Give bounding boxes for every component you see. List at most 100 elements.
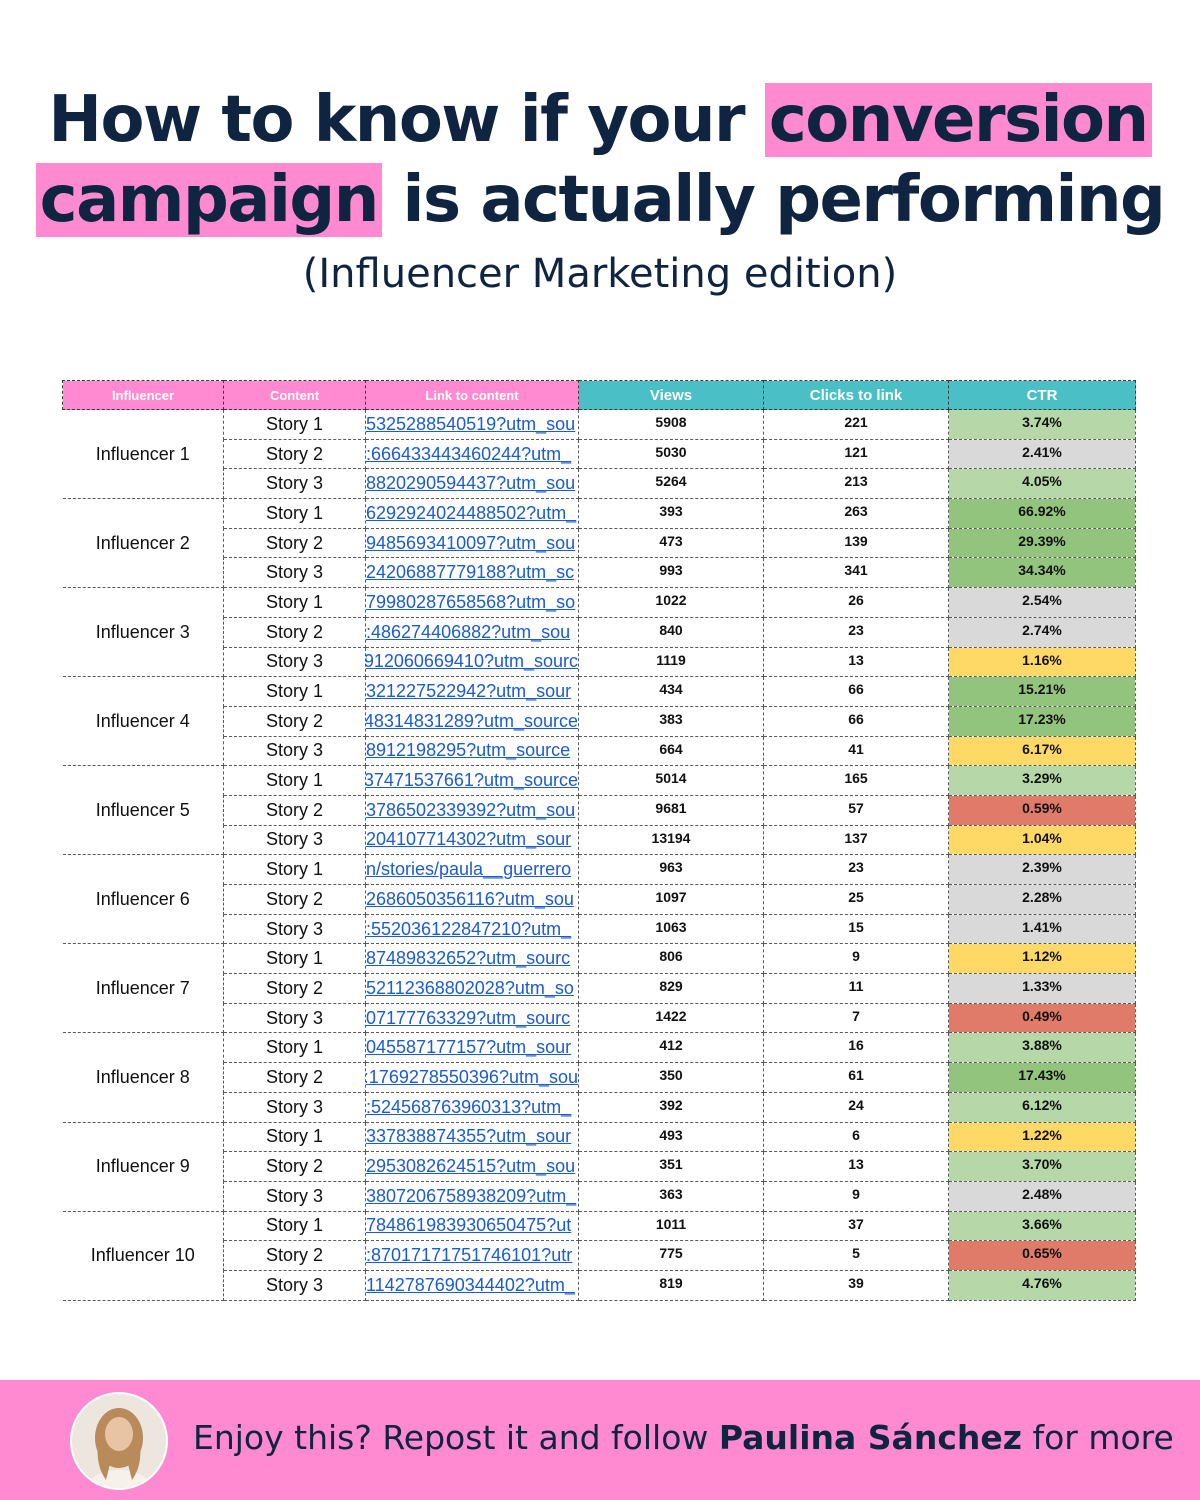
- cell-link[interactable]: 37471537661?utm_source: [365, 765, 579, 796]
- cell-ctr[interactable]: 0.59%: [948, 794, 1136, 826]
- cell-ctr[interactable]: 3.88%: [948, 1032, 1136, 1064]
- cell-link[interactable]: 3807206758938209?utm_: [365, 1180, 579, 1212]
- cell-ctr[interactable]: 3.29%: [948, 765, 1136, 796]
- cell-clicks[interactable]: 263: [763, 498, 949, 529]
- cell-link[interactable]: 48314831289?utm_source: [365, 705, 579, 737]
- cell-ctr[interactable]: 2.74%: [948, 616, 1136, 648]
- cell-clicks[interactable]: 25: [763, 884, 949, 915]
- cell-ctr[interactable]: 4.05%: [948, 468, 1136, 500]
- cell-clicks[interactable]: 139: [763, 527, 949, 559]
- cell-clicks[interactable]: 6: [763, 1121, 949, 1153]
- cell-views[interactable]: 351: [578, 1151, 764, 1182]
- cell-clicks[interactable]: 121: [763, 438, 949, 470]
- cell-link[interactable]: :1769278550396?utm_sou: [365, 1062, 579, 1093]
- cell-content[interactable]: Story 1: [223, 854, 366, 885]
- cell-influencer[interactable]: Influencer 2: [62, 498, 224, 589]
- cell-link[interactable]: :524568763960313?utm_: [365, 1091, 579, 1123]
- cell-views[interactable]: 819: [578, 1269, 764, 1301]
- cell-content[interactable]: Story 2: [223, 884, 366, 915]
- header-content[interactable]: Content: [223, 380, 366, 410]
- cell-link[interactable]: n/stories/paula__guerrero: [365, 854, 579, 885]
- cell-clicks[interactable]: 341: [763, 557, 949, 589]
- cell-views[interactable]: 5908: [578, 409, 764, 440]
- cell-ctr[interactable]: 3.66%: [948, 1210, 1136, 1242]
- content-link[interactable]: 48314831289?utm_source: [365, 710, 578, 731]
- cell-ctr[interactable]: 17.43%: [948, 1062, 1136, 1093]
- cell-views[interactable]: 775: [578, 1240, 764, 1271]
- cell-ctr[interactable]: 1.41%: [948, 913, 1136, 945]
- cell-link[interactable]: :870171717517461​01?utr: [365, 1240, 579, 1271]
- cell-content[interactable]: Story 1: [223, 1032, 366, 1064]
- cell-link[interactable]: :486274406882?utm_sou: [365, 616, 579, 648]
- cell-ctr[interactable]: 4.76%: [948, 1269, 1136, 1301]
- cell-ctr[interactable]: 2.39%: [948, 854, 1136, 885]
- cell-views[interactable]: 9681: [578, 794, 764, 826]
- cell-influencer[interactable]: Influencer 7: [62, 943, 224, 1034]
- cell-clicks[interactable]: 24: [763, 1091, 949, 1123]
- cell-link[interactable]: 2686050356116?utm_sou: [365, 884, 579, 915]
- cell-link[interactable]: :552036122847210?utm_: [365, 913, 579, 945]
- cell-views[interactable]: 383: [578, 705, 764, 737]
- cell-content[interactable]: Story 3: [223, 735, 366, 767]
- cell-link[interactable]: 8912198295?utm_source: [365, 735, 579, 767]
- content-link[interactable]: 8820290594437?utm_sou: [366, 473, 576, 494]
- cell-influencer[interactable]: Influencer 8: [62, 1032, 224, 1123]
- cell-clicks[interactable]: 13: [763, 1151, 949, 1182]
- cell-link[interactable]: :666433443460244?utm_: [365, 438, 579, 470]
- cell-ctr[interactable]: 0.65%: [948, 1240, 1136, 1271]
- cell-content[interactable]: Story 1: [223, 765, 366, 796]
- content-link[interactable]: 6292924024488502?utm_: [366, 502, 577, 523]
- cell-views[interactable]: 840: [578, 616, 764, 648]
- cell-clicks[interactable]: 66: [763, 676, 949, 707]
- content-link[interactable]: 3786502339392?utm_sou: [366, 799, 576, 820]
- cell-content[interactable]: Story 1: [223, 943, 366, 975]
- cell-views[interactable]: 829: [578, 973, 764, 1004]
- cell-ctr[interactable]: 1.22%: [948, 1121, 1136, 1153]
- cell-ctr[interactable]: 15.21%: [948, 676, 1136, 707]
- cell-content[interactable]: Story 3: [223, 1091, 366, 1123]
- cell-views[interactable]: 493: [578, 1121, 764, 1153]
- cell-ctr[interactable]: 66.92%: [948, 498, 1136, 529]
- cell-link[interactable]: 8820290594437?utm_sou: [365, 468, 579, 500]
- cell-views[interactable]: 392: [578, 1091, 764, 1123]
- content-link[interactable]: 37471537661?utm_source: [365, 770, 578, 791]
- cell-ctr[interactable]: 2.41%: [948, 438, 1136, 470]
- content-link[interactable]: :524568763960313?utm_: [366, 1096, 572, 1117]
- content-link[interactable]: 3807206758938209?utm_: [366, 1185, 577, 1206]
- cell-clicks[interactable]: 39: [763, 1269, 949, 1301]
- cell-link[interactable]: 6292924024488502?utm_: [365, 498, 579, 529]
- cell-link[interactable]: 912060669410?utm_sourc: [365, 646, 579, 678]
- content-link[interactable]: n/stories/paula__guerrero: [366, 859, 572, 880]
- cell-content[interactable]: Story 2: [223, 438, 366, 470]
- cell-views[interactable]: 473: [578, 527, 764, 559]
- cell-views[interactable]: 393: [578, 498, 764, 529]
- cell-views[interactable]: 993: [578, 557, 764, 589]
- content-link[interactable]: 07177763329?utm_sourc: [366, 1007, 571, 1028]
- cell-content[interactable]: Story 3: [223, 824, 366, 856]
- cell-ctr[interactable]: 2.54%: [948, 587, 1136, 618]
- cell-link[interactable]: 204107714302?utm_sour: [365, 824, 579, 856]
- cell-clicks[interactable]: 165: [763, 765, 949, 796]
- cell-content[interactable]: Story 2: [223, 616, 366, 648]
- cell-views[interactable]: 5264: [578, 468, 764, 500]
- cell-link[interactable]: 5325288540519?utm_sou: [365, 409, 579, 440]
- cell-clicks[interactable]: 41: [763, 735, 949, 767]
- cell-ctr[interactable]: 0.49%: [948, 1002, 1136, 1034]
- cell-clicks[interactable]: 213: [763, 468, 949, 500]
- cell-clicks[interactable]: 13: [763, 646, 949, 678]
- cell-clicks[interactable]: 15: [763, 913, 949, 945]
- cell-content[interactable]: Story 1: [223, 676, 366, 707]
- cell-views[interactable]: 5030: [578, 438, 764, 470]
- cell-content[interactable]: Story 2: [223, 1240, 366, 1271]
- cell-content[interactable]: Story 1: [223, 1121, 366, 1153]
- cell-views[interactable]: 1119: [578, 646, 764, 678]
- content-link[interactable]: :666433443460244?utm_: [366, 443, 572, 464]
- header-link[interactable]: Link to content: [365, 380, 579, 410]
- cell-content[interactable]: Story 2: [223, 1062, 366, 1093]
- content-link[interactable]: 204107714302?utm_sour: [366, 829, 572, 850]
- cell-ctr[interactable]: 6.17%: [948, 735, 1136, 767]
- cell-views[interactable]: 1011: [578, 1210, 764, 1242]
- cell-ctr[interactable]: 2.48%: [948, 1180, 1136, 1212]
- cell-content[interactable]: Story 2: [223, 705, 366, 737]
- cell-views[interactable]: 5014: [578, 765, 764, 796]
